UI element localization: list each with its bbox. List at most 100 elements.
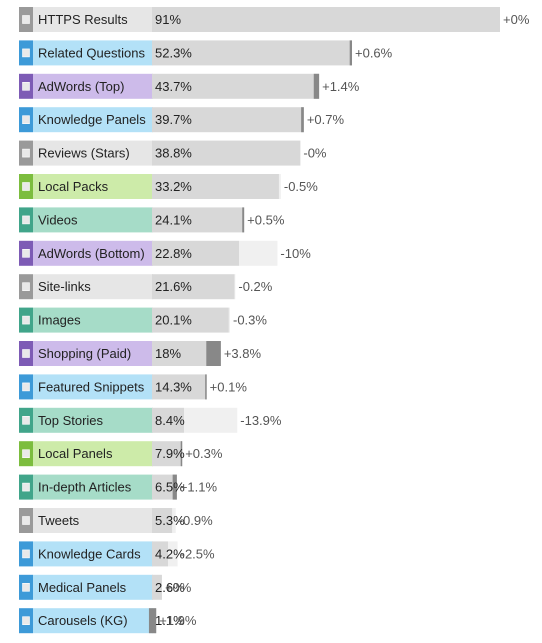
- bar: [152, 107, 304, 133]
- change-bar: [168, 541, 178, 567]
- value-label: 38.8%: [155, 146, 192, 161]
- value-label: 5.3%: [155, 513, 185, 528]
- change-label: +0.5%: [247, 212, 285, 227]
- change-label: +0.1%: [210, 379, 248, 394]
- change-label: +0.6%: [355, 45, 393, 60]
- chart-row: Knowledge Cards 4.2%-2.5%: [19, 541, 215, 567]
- checkbox-icon: [22, 616, 30, 626]
- change-bar: [148, 608, 157, 634]
- chart-row: Related Questions 52.3% +0.6%: [19, 40, 393, 66]
- checkbox-icon: [22, 449, 30, 459]
- change-label: +0%: [165, 580, 192, 595]
- bar: [152, 40, 353, 66]
- category-label-box: [33, 341, 153, 366]
- value-label: 18%: [155, 346, 181, 361]
- category-label: Related Questions: [38, 45, 145, 60]
- category-label-box: [33, 7, 153, 32]
- change-label: -0.5%: [284, 179, 318, 194]
- chart-row: Images 20.1% -0.3%: [19, 307, 267, 333]
- category-label-box: [33, 207, 153, 233]
- category-label: Shopping (Paid): [38, 346, 131, 361]
- category-label: AdWords (Bottom): [38, 246, 145, 261]
- bar: [152, 508, 173, 533]
- checkbox-icon: [22, 249, 30, 258]
- change-bar: [228, 307, 231, 333]
- category-label-box: [33, 240, 153, 266]
- value-label: 24.1%: [155, 212, 192, 227]
- category-label: HTTPS Results: [38, 12, 128, 27]
- value-label: 4.2%: [155, 546, 185, 561]
- change-label: +1.4%: [322, 79, 360, 94]
- change-label: -10%: [280, 246, 311, 261]
- value-label: 14.3%: [155, 379, 192, 394]
- chart-row: Tweets 5.3%-0.9%: [19, 508, 213, 533]
- value-label: 22.8%: [155, 246, 192, 261]
- value-label: 7.9%: [155, 446, 185, 461]
- category-label-box: [33, 508, 153, 533]
- change-label: -0.3%: [233, 313, 267, 328]
- category-label: Top Stories: [38, 413, 104, 428]
- checkbox-icon: [22, 215, 30, 225]
- change-bar: [180, 441, 183, 467]
- chart-row: Videos 24.1% +0.5%: [19, 207, 285, 233]
- category-label-box: [33, 274, 153, 300]
- bar: [152, 441, 183, 467]
- chart-row: AdWords (Bottom) 22.8% -10%: [19, 240, 311, 266]
- change-label: +1.1%: [180, 480, 218, 495]
- category-label-box: [33, 574, 153, 600]
- chart-row: Local Panels 7.9% +0.3%: [19, 441, 223, 467]
- value-label: 33.2%: [155, 179, 192, 194]
- change-label: +3.8%: [224, 346, 262, 361]
- category-label: Local Packs: [38, 179, 109, 194]
- category-label: Reviews (Stars): [38, 146, 130, 161]
- change-bar: [184, 407, 238, 433]
- category-label: In-depth Articles: [38, 480, 132, 495]
- change-bar: [172, 474, 177, 500]
- category-label-box: [33, 541, 153, 567]
- category-label: Local Panels: [38, 446, 113, 461]
- category-label: Carousels (KG): [38, 613, 128, 628]
- category-label: Videos: [38, 212, 78, 227]
- change-label: +1.9%: [159, 613, 197, 628]
- value-label: 8.4%: [155, 413, 185, 428]
- value-label: 1.1%: [155, 613, 185, 628]
- category-label: Featured Snippets: [38, 379, 145, 394]
- category-label-box: [33, 40, 153, 66]
- value-label: 21.6%: [155, 279, 192, 294]
- chart-row: Local Packs 33.2% -0.5%: [19, 174, 318, 199]
- change-bar: [206, 341, 221, 366]
- checkbox-icon: [22, 549, 30, 559]
- change-bar: [242, 207, 245, 233]
- category-label: Knowledge Panels: [38, 112, 146, 127]
- category-label-box: [33, 441, 153, 467]
- checkbox-icon: [22, 582, 30, 592]
- checkbox-icon: [22, 148, 30, 158]
- change-bar: [278, 174, 281, 199]
- chart-row: Medical Panels 2.6%+0%: [19, 574, 192, 600]
- change-label: -13.9%: [240, 413, 282, 428]
- bar: [152, 307, 229, 333]
- change-label: +0%: [503, 12, 530, 27]
- checkbox-icon: [22, 48, 30, 58]
- bar: [152, 140, 301, 166]
- chart-row: Site-links 21.6% -0.2%: [19, 274, 273, 300]
- category-label-box: [33, 107, 153, 133]
- checkbox-icon: [22, 15, 30, 24]
- value-label: 6.5%: [155, 480, 185, 495]
- change-bar: [301, 107, 304, 133]
- change-label: +0.3%: [185, 446, 223, 461]
- category-label-box: [33, 140, 153, 166]
- bar: [152, 541, 169, 567]
- category-label: Medical Panels: [38, 580, 127, 595]
- bar: [152, 274, 235, 300]
- category-label: AdWords (Top): [38, 79, 124, 94]
- checkbox-icon: [22, 182, 30, 191]
- checkbox-icon: [22, 315, 30, 325]
- category-label: Site-links: [38, 279, 91, 294]
- category-label-box: [33, 407, 153, 433]
- bar: [152, 574, 162, 600]
- change-bar: [313, 73, 320, 99]
- change-bar: [172, 508, 176, 533]
- value-label: 43.7%: [155, 79, 192, 94]
